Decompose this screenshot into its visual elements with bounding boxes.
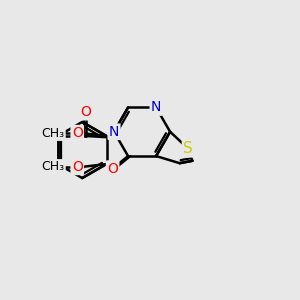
Text: O: O (72, 126, 83, 140)
Text: N: N (151, 100, 161, 115)
Text: CH₃: CH₃ (41, 160, 64, 173)
Text: N: N (109, 125, 119, 139)
Text: O: O (81, 105, 92, 119)
Text: O: O (107, 162, 118, 176)
Text: CH₃: CH₃ (41, 127, 64, 140)
Text: O: O (72, 160, 83, 174)
Text: S: S (183, 141, 193, 156)
